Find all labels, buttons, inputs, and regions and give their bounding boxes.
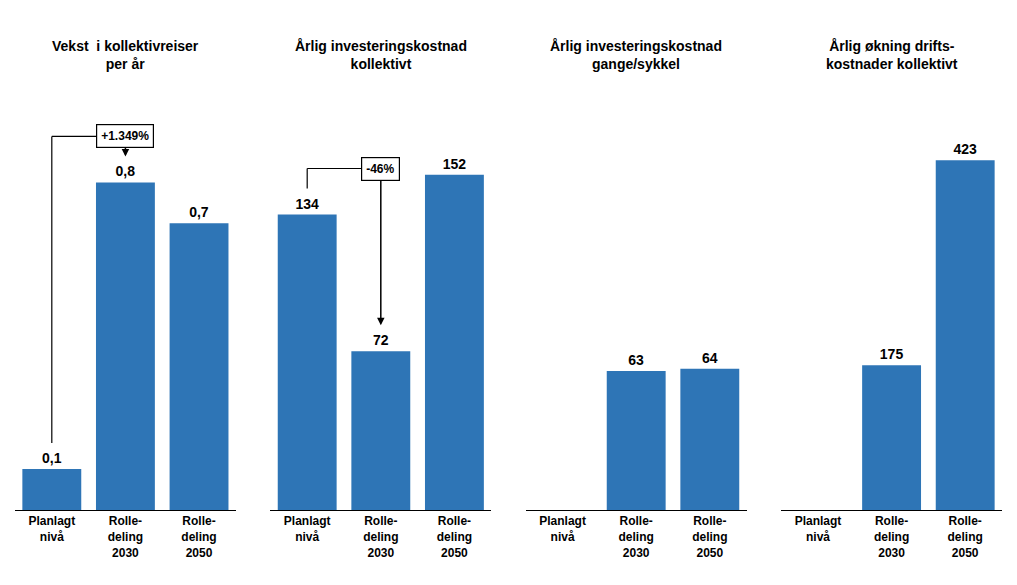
svg-text:Planlagtnivå: Planlagtnivå [28, 514, 75, 544]
svg-text:+1.349%: +1.349% [101, 129, 149, 143]
svg-text:Rolle-deling2050: Rolle-deling2050 [948, 514, 983, 559]
svg-text:423: 423 [953, 141, 977, 157]
svg-text:Planlagtnivå: Planlagtnivå [539, 514, 586, 544]
svg-text:0,8: 0,8 [116, 163, 136, 179]
svg-text:Rolle-deling2030: Rolle-deling2030 [874, 514, 909, 559]
svg-text:Vekst i kollektivreiserper år: Vekst i kollektivreiserper år [52, 38, 199, 72]
svg-text:Rolle-deling2050: Rolle-deling2050 [181, 514, 216, 559]
svg-text:72: 72 [373, 332, 389, 348]
svg-text:Rolle-deling2050: Rolle-deling2050 [692, 514, 727, 559]
svg-text:Rolle-deling2030: Rolle-deling2030 [108, 514, 143, 559]
svg-text:Årlig investeringskostnadgange: Årlig investeringskostnadgange/sykkel [550, 38, 722, 72]
svg-text:Årlig investeringskostnadkolle: Årlig investeringskostnadkollektivt [295, 38, 467, 72]
svg-text:-46%: -46% [366, 162, 394, 176]
svg-text:63: 63 [628, 352, 644, 368]
svg-text:0,1: 0,1 [42, 450, 62, 466]
svg-text:0,7: 0,7 [189, 204, 209, 220]
svg-text:Planlagtnivå: Planlagtnivå [795, 514, 842, 544]
svg-text:Rolle-deling2030: Rolle-deling2030 [619, 514, 654, 559]
svg-text:64: 64 [702, 350, 718, 366]
svg-text:152: 152 [443, 156, 467, 172]
svg-text:134: 134 [295, 196, 319, 212]
svg-text:Rolle-deling2030: Rolle-deling2030 [363, 514, 398, 559]
svg-text:Rolle-deling2050: Rolle-deling2050 [437, 514, 472, 559]
svg-text:175: 175 [880, 346, 904, 362]
svg-text:Årlig økning drifts-kostnader: Årlig økning drifts-kostnader kollektivt [826, 38, 958, 72]
svg-text:Planlagtnivå: Planlagtnivå [284, 514, 331, 544]
